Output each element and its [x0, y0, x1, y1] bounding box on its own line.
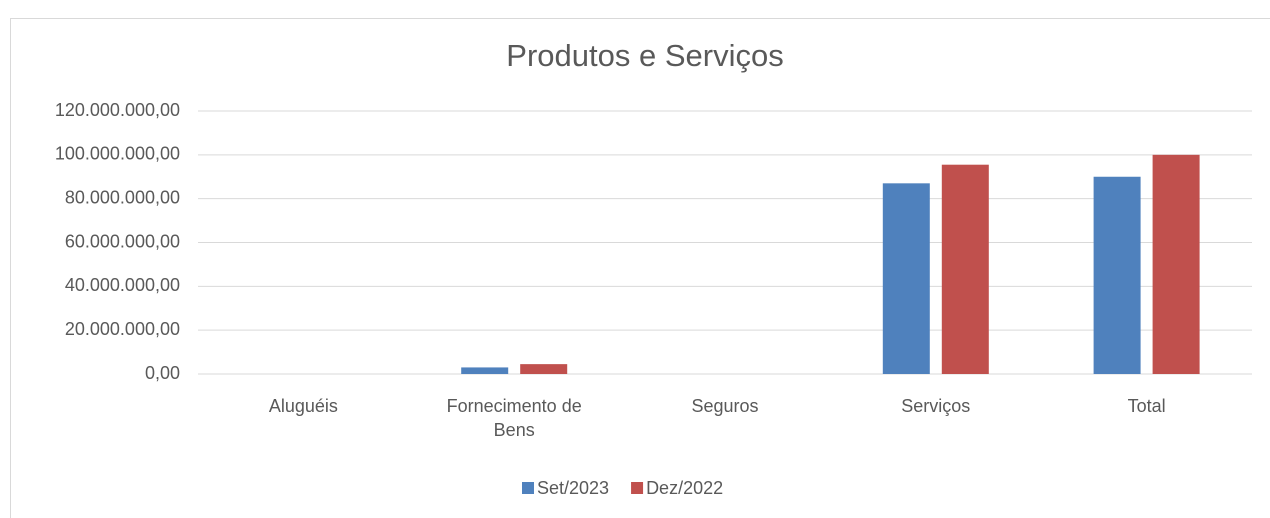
bar [941, 164, 989, 374]
bar [461, 367, 509, 374]
bar [882, 183, 930, 374]
x-tick-label: Total [1127, 396, 1166, 416]
x-tick-label: Fornecimento de Bens [446, 396, 582, 440]
legend-label: Dez/2022 [646, 478, 723, 498]
bar [1093, 176, 1141, 374]
y-tick-label: 20.000.000,00 [65, 319, 180, 339]
bar [1152, 154, 1200, 374]
x-tick-label: Aluguéis [268, 396, 338, 416]
chart-title: Produtos e Serviços [506, 38, 783, 73]
legend-label: Set/2023 [537, 478, 609, 498]
legend-swatch [522, 482, 534, 494]
chart-border [10, 18, 1270, 518]
legend-swatch [631, 482, 644, 494]
x-tick-label: Serviços [901, 396, 971, 416]
y-tick-label: 120.000.000,00 [55, 100, 180, 120]
y-tick-label: 80.000.000,00 [65, 187, 180, 207]
y-tick-label: 100.000.000,00 [55, 144, 180, 164]
x-tick-label: Seguros [691, 396, 759, 416]
y-tick-label: 40.000.000,00 [65, 275, 180, 295]
bar [520, 364, 568, 374]
y-tick-label: 0,00 [145, 363, 180, 383]
y-tick-label: 60.000.000,00 [65, 231, 180, 251]
